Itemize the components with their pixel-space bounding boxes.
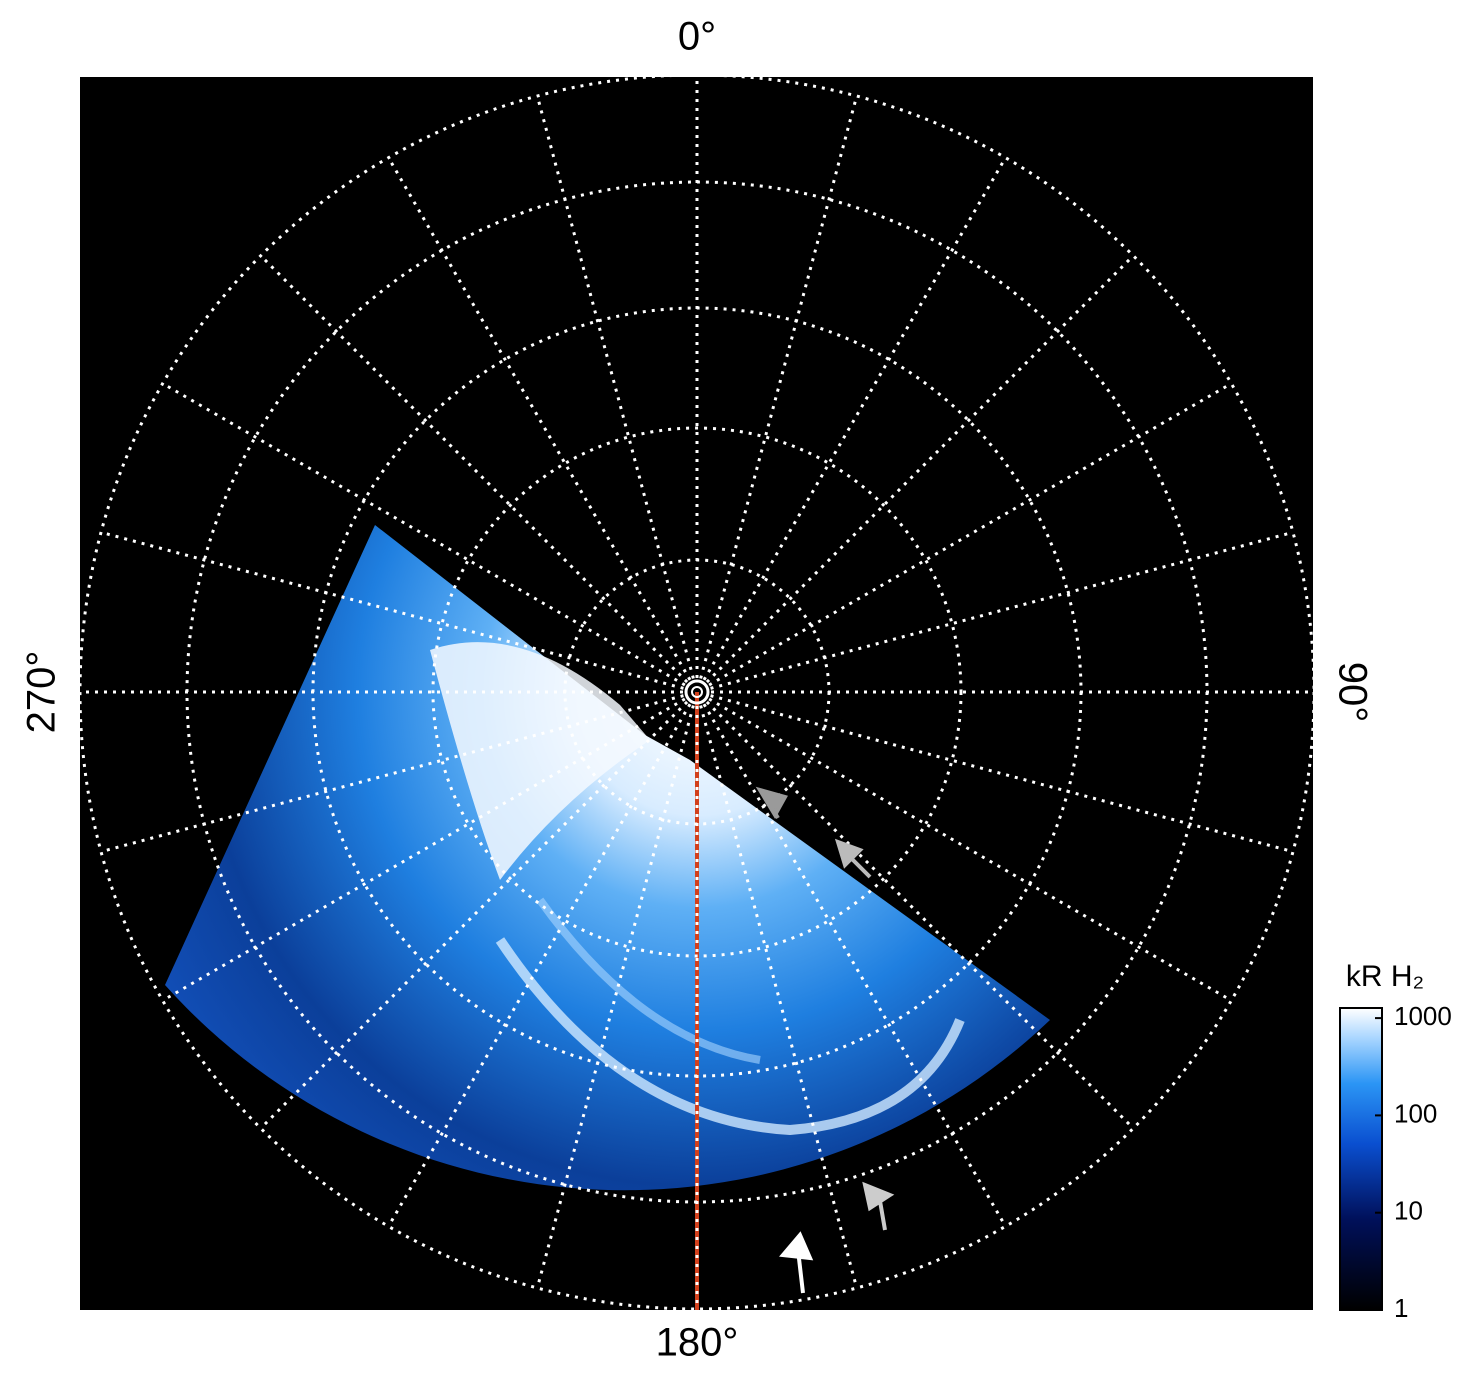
grid-spoke [702,156,1007,681]
grid-spoke [708,697,1233,1002]
angle-labels: 0° 90° 180° 270° [20,15,1375,1365]
grid-spoke [699,705,859,1289]
pole-marker [684,679,710,705]
grid-spoke [535,95,695,679]
arrows [755,786,895,1294]
grid-spoke [259,700,689,1130]
grid-spoke [705,700,1135,1130]
colorbar-tick-label: 100 [1394,1098,1437,1128]
arrow [862,1181,895,1231]
grid-spoke [161,697,686,1002]
colorbar-tick-label: 1000 [1394,1001,1452,1031]
colorbar [1339,1007,1383,1311]
angle-label: 0° [678,15,716,59]
angle-label: 90° [1330,662,1374,723]
angle-label: 270° [20,651,64,734]
grid-spoke [387,156,692,681]
arrow [755,786,788,820]
angle-label: 180° [656,1321,739,1365]
emission-region [165,525,1050,1191]
grid-spoke [702,703,1007,1228]
grid-spoke [387,703,692,1228]
grid-spoke [259,254,689,684]
colorbar-tick-label: 1 [1394,1293,1408,1323]
grid-spoke [705,254,1135,684]
grid-spoke [535,705,695,1289]
grid-spoke [710,530,1294,690]
grid-spoke [699,95,859,679]
colorbar-tick-label: 10 [1394,1196,1423,1226]
grid-spoke [161,382,686,687]
aurora-image [80,77,1313,1310]
grid-spoke [708,382,1233,687]
grid-spoke [100,530,684,690]
auroral-arc [536,897,761,1064]
arrow [834,838,872,879]
arrow [779,1231,814,1294]
grid-spoke [710,694,1294,854]
polar-grid [80,77,1313,1310]
pole-marker [691,686,703,698]
colorbar-label: kR H₂ [1346,960,1424,993]
bright-patch [430,642,650,880]
grid-ring [431,426,963,958]
grid-spoke [100,694,684,854]
